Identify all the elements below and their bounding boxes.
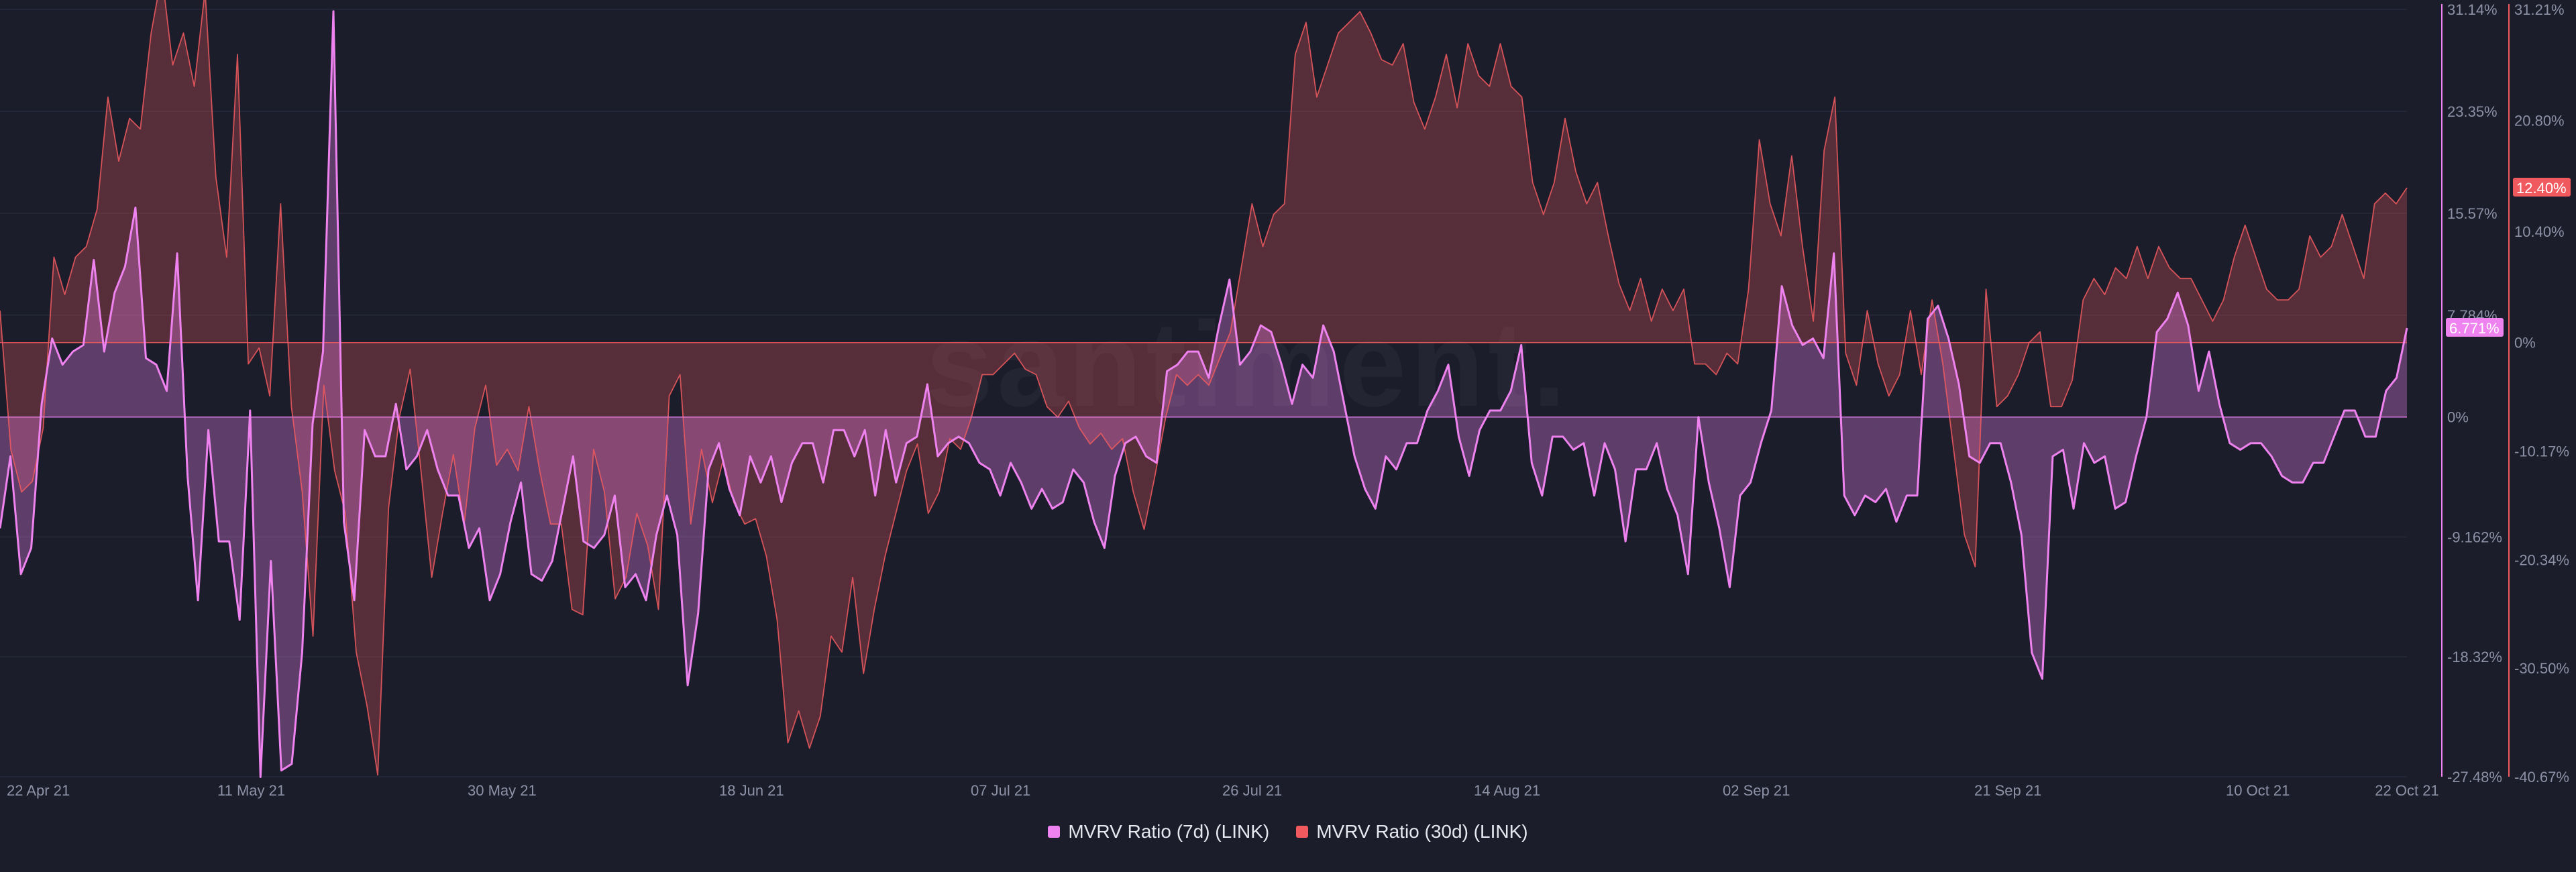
series-7d-line	[0, 10, 2408, 778]
x-axis-tick-label: 30 May 21	[468, 782, 537, 799]
current-value-30d-bg	[2513, 177, 2571, 197]
y-axis-7d-tick-label: 0%	[2447, 409, 2469, 426]
x-axis-tick-label: 22 Oct 21	[2375, 782, 2438, 799]
series-30d-line	[0, 0, 2408, 776]
x-axis-tick-label: 02 Sep 21	[1723, 782, 1790, 799]
x-axis-tick-label: 14 Aug 21	[1474, 782, 1540, 799]
y-axis-30d-tick-label: 10.40%	[2514, 223, 2565, 240]
current-value-7d-bg	[2446, 318, 2504, 337]
legend-swatch-7d	[1048, 826, 1061, 838]
series-7d-area	[0, 11, 2407, 777]
legend-label-7d: MVRV Ratio (7d) (LINK)	[1068, 821, 1270, 842]
y-axis-30d-tick-label: 0%	[2514, 335, 2536, 351]
y-axis-7d-tick-label: 15.57%	[2447, 205, 2498, 222]
y-axis-7d-tick-label: -18.32%	[2447, 649, 2502, 665]
legend-swatch-30d	[1296, 826, 1309, 838]
current-value-7d: 6.771%	[2449, 320, 2500, 337]
y-axis-7d-tick-label: 31.14%	[2447, 1, 2498, 18]
y-axis-30d-tick-label: -30.50%	[2514, 660, 2569, 677]
y-axis-30d-tick-label: -20.34%	[2514, 551, 2569, 568]
x-axis-tick-label: 26 Jul 21	[1222, 782, 1282, 799]
legend-item-7d[interactable]: MVRV Ratio (7d) (LINK)	[1048, 821, 1269, 842]
x-axis-tick-label: 11 May 21	[217, 782, 285, 799]
legend-label-30d: MVRV Ratio (30d) (LINK)	[1316, 821, 1528, 842]
y-axis-30d-tick-label: -40.67%	[2514, 769, 2569, 785]
y-axis-30d-tick-label: 20.80%	[2514, 113, 2565, 129]
x-axis-tick-label: 22 Apr 21	[7, 782, 70, 799]
y-axis-7d-tick-label: -27.48%	[2447, 769, 2502, 785]
x-axis-tick-label: 21 Sep 21	[1974, 782, 2041, 799]
current-value-30d: 12.40%	[2516, 180, 2567, 197]
y-axis-7d-tick-label: 23.35%	[2447, 103, 2498, 120]
x-axis-tick-label: 18 Jun 21	[719, 782, 784, 799]
x-axis-tick-label: 07 Jul 21	[971, 782, 1030, 799]
y-axis-7d-tick-label: -9.162%	[2447, 529, 2502, 546]
series-30d-area	[0, 0, 2407, 775]
x-axis-tick-label: 10 Oct 21	[2226, 782, 2290, 799]
legend-item-30d[interactable]: MVRV Ratio (30d) (LINK)	[1296, 821, 1528, 842]
legend: MVRV Ratio (7d) (LINK) MVRV Ratio (30d) …	[0, 821, 2576, 842]
y-axis-30d-tick-label: 31.21%	[2514, 1, 2565, 18]
y-axis-30d-tick-label: -10.17%	[2514, 443, 2569, 460]
